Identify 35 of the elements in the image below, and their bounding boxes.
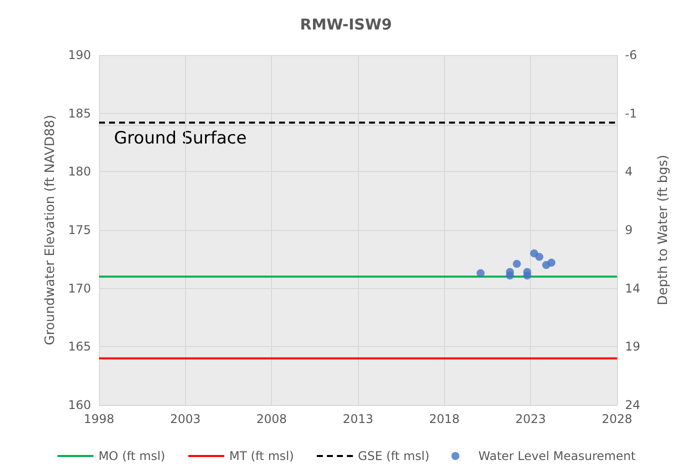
y2-tick-label: 19 xyxy=(625,340,640,354)
y-tick-label: 175 xyxy=(68,223,91,237)
y2-tick-label: 24 xyxy=(625,398,640,412)
y-tick-label: 185 xyxy=(68,106,91,120)
point xyxy=(535,252,544,261)
x-tick-label: 2008 xyxy=(256,412,287,426)
y2-axis-title: Depth to Water (ft bgs) xyxy=(656,154,671,306)
point xyxy=(476,269,485,278)
y2-tick-label: 14 xyxy=(625,281,640,296)
legend-label: MT (ft msl) xyxy=(229,449,294,463)
legend-label: GSE (ft msl) xyxy=(358,449,430,463)
y-axis-title: Groundwater Elevation (ft NAVD88) xyxy=(43,114,58,346)
x-tick-label: 2028 xyxy=(602,412,632,426)
y-tick-label: 160 xyxy=(68,398,91,412)
legend-label: Water Level Measurement xyxy=(478,449,636,463)
point xyxy=(523,272,532,280)
y-tick-label: 165 xyxy=(68,340,91,354)
point xyxy=(512,260,521,268)
x-tick-label: 2018 xyxy=(429,412,460,426)
y-tick-label: 190 xyxy=(68,48,91,62)
y-tick-label: 170 xyxy=(68,281,91,296)
point xyxy=(547,258,556,267)
chart-title: RMW-ISW9 xyxy=(300,16,392,34)
y2-tick-label: -6 xyxy=(625,48,637,62)
y2-tick-label: -1 xyxy=(625,106,637,120)
x-tick-label: 1998 xyxy=(84,412,114,426)
x-tick-label: 2003 xyxy=(170,412,201,426)
annotation: Ground Surface xyxy=(114,128,247,148)
x-tick-label: 2013 xyxy=(342,412,374,426)
y2-tick-label: 4 xyxy=(625,164,633,179)
legend-label: MO (ft msl) xyxy=(98,449,166,463)
y2-tick-label: 9 xyxy=(625,223,633,237)
point xyxy=(506,272,514,280)
y-tick-label: 180 xyxy=(68,164,91,179)
x-tick-label: 2023 xyxy=(515,412,546,426)
